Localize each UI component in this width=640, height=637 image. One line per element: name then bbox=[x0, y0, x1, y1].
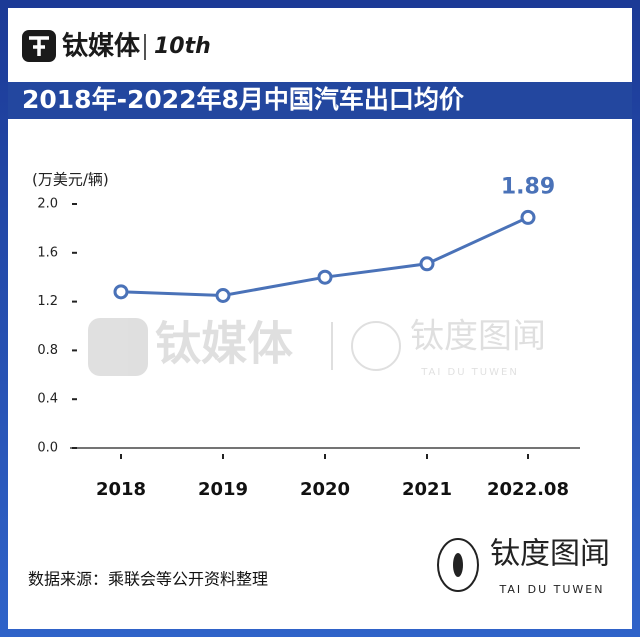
footer-logo-eye bbox=[453, 553, 463, 577]
brand-icon-glyph bbox=[29, 36, 49, 56]
footer-logo-icon bbox=[437, 538, 479, 592]
brand: 钛媒体 bbox=[62, 32, 141, 62]
source-note: 数据来源：乘联会等公开资料整理 bbox=[28, 570, 268, 589]
x-tick-label: 2022.08 bbox=[487, 479, 569, 500]
footer-logo-en: TAI DU TUWEN bbox=[499, 583, 605, 596]
watermark-logo-en: TAI DU TUWEN bbox=[420, 367, 519, 378]
data-label: 1.89 bbox=[501, 174, 555, 199]
title-bar bbox=[8, 82, 632, 119]
y-tick-label: 0.8 bbox=[37, 343, 58, 358]
badge: 10th bbox=[154, 34, 211, 59]
y-tick-label: 1.6 bbox=[37, 245, 58, 260]
footer-logo: 钛度图闻 bbox=[490, 537, 610, 572]
data-point bbox=[520, 209, 536, 225]
y-axis-label: (万美元/辆) bbox=[32, 171, 109, 189]
chart-title: 2018年-2022年8月中国汽车出口均价 bbox=[22, 85, 465, 114]
y-tick-label: 1.2 bbox=[37, 294, 58, 309]
data-point bbox=[317, 269, 333, 285]
data-point bbox=[419, 256, 435, 272]
watermark-logo-icon bbox=[351, 321, 401, 371]
watermark-logo: 钛度图闻 bbox=[410, 317, 546, 357]
x-tick-label: 2018 bbox=[96, 479, 146, 500]
x-tick-label: 2020 bbox=[300, 479, 350, 500]
y-tick-label: 0.0 bbox=[37, 441, 58, 456]
x-tick-label: 2019 bbox=[198, 479, 248, 500]
watermark-brand: 钛媒体 bbox=[155, 317, 293, 371]
data-point bbox=[113, 284, 129, 300]
watermark-icon bbox=[88, 318, 148, 376]
x-tick-label: 2021 bbox=[402, 479, 452, 500]
y-tick-label: 0.4 bbox=[37, 392, 58, 407]
y-tick-label: 2.0 bbox=[37, 197, 58, 212]
data-point bbox=[215, 288, 231, 303]
watermark: 钛媒体 钛度图闻 TAI DU TUWEN bbox=[88, 317, 546, 378]
